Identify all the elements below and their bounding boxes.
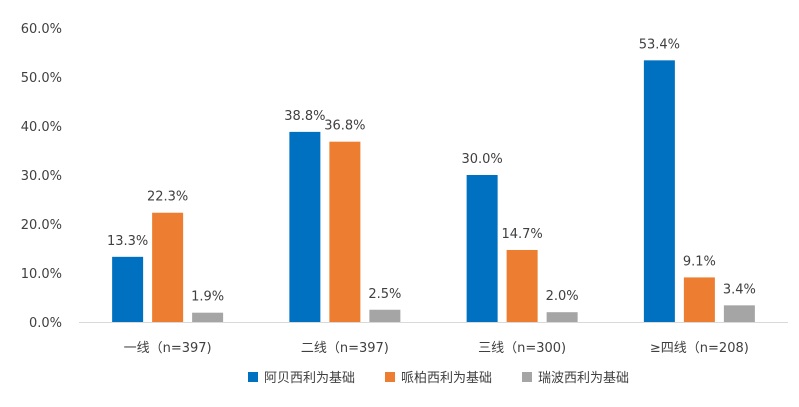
bar <box>643 60 675 323</box>
y-tick-label: 30.0% <box>21 169 62 184</box>
bar <box>152 212 184 322</box>
bar <box>546 312 578 322</box>
y-tick-label: 40.0% <box>21 120 62 135</box>
bar <box>289 131 321 322</box>
bar <box>112 256 144 322</box>
legend-swatch <box>522 372 532 382</box>
legend-swatch <box>385 372 395 382</box>
bar <box>683 277 715 322</box>
bar <box>369 309 401 322</box>
legend-label: 瑞波西利为基础 <box>538 371 629 386</box>
y-tick-label: 0.0% <box>29 316 62 331</box>
legend-label: 阿贝西利为基础 <box>264 371 355 386</box>
x-category-label: 二线（n=397) <box>301 341 389 356</box>
legend-swatch <box>248 372 258 382</box>
bar <box>723 305 755 322</box>
bar <box>192 312 224 322</box>
data-label: 30.0% <box>461 152 502 167</box>
data-label: 1.9% <box>191 290 224 305</box>
legend-label: 哌柏西利为基础 <box>401 370 492 386</box>
data-label: 2.5% <box>368 287 401 302</box>
y-tick-label: 60.0% <box>21 22 62 37</box>
x-category-label: 一线（n=397) <box>124 341 212 356</box>
x-category-label: ≥四线（n=208) <box>650 341 749 356</box>
y-tick-label: 50.0% <box>21 71 62 86</box>
data-label: 3.4% <box>723 282 756 297</box>
y-tick-label: 20.0% <box>21 218 62 233</box>
bar <box>466 175 498 322</box>
data-label: 22.3% <box>147 190 188 205</box>
bar <box>506 249 538 322</box>
data-label: 36.8% <box>324 119 365 134</box>
bar <box>329 141 361 322</box>
y-tick-label: 10.0% <box>21 267 62 282</box>
data-label: 14.7% <box>501 227 542 242</box>
data-label: 38.8% <box>284 109 325 124</box>
data-label: 2.0% <box>546 289 579 304</box>
data-label: 13.3% <box>107 234 148 249</box>
data-label: 53.4% <box>639 37 680 52</box>
x-category-label: 三线（n=300) <box>478 341 566 356</box>
data-label: 9.1% <box>683 254 716 269</box>
